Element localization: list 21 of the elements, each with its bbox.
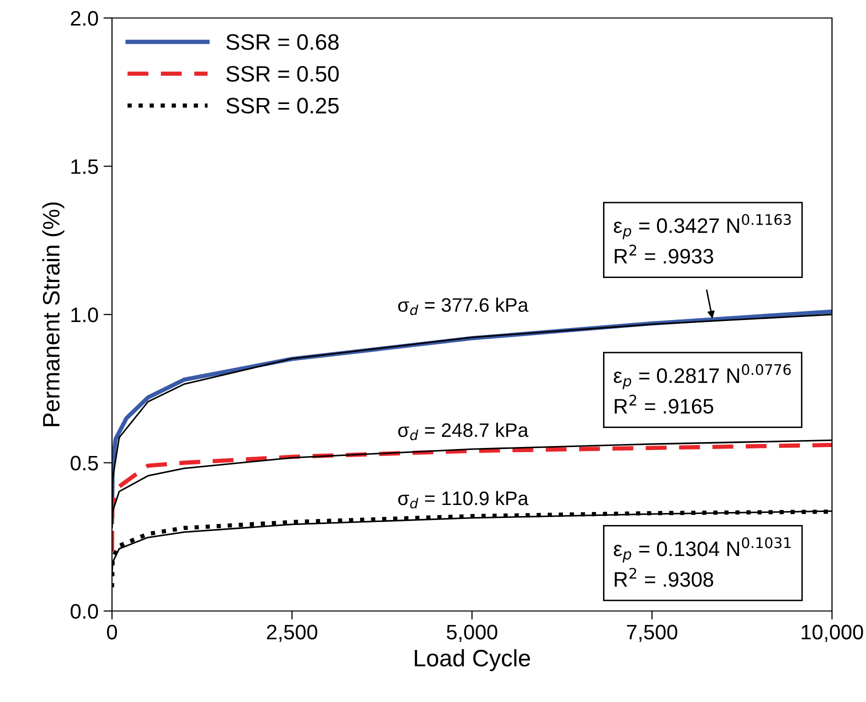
- y-axis-title: Permanent Strain (%): [42, 202, 64, 426]
- y-tick-label: 1.0: [71, 308, 98, 322]
- y-tick-label: 0.0: [70, 604, 98, 619]
- y-tick-label: 0.5: [70, 456, 98, 471]
- text: ε$_{p}$ = 0.1304 N$^{0.1031}$ R$^{2}$ = .9308: [614, 537, 791, 587]
- x-tick-label: 10,000: [802, 624, 864, 642]
- annotation: σ$_{d}$ = 110.9 kPa: [398, 490, 528, 508]
- annotation: σ$_{d}$ = 248.7 kPa: [398, 422, 528, 440]
- text: ε$_{p}$ = 0.3427 N$^{0.1163}$ R$^{2}$ = .9933: [614, 214, 791, 264]
- x-tick-label: 0: [107, 624, 117, 640]
- x-tick-label: 7,500: [627, 624, 678, 642]
- x-tick-label: 5,000: [446, 624, 498, 642]
- y-tick-label: 2.0: [70, 11, 98, 26]
- legend-label: SSR = 0.50: [226, 66, 339, 82]
- text: ε$_{p}$ = 0.2817 N$^{0.0776}$ R$^{2}$ = .9165: [614, 364, 791, 414]
- legend-label: SSR = 0.25: [226, 98, 339, 114]
- x-tick-label: 2,500: [266, 624, 318, 642]
- y-tick-label: 1.5: [71, 159, 98, 174]
- legend-label: SSR = 0.68: [226, 34, 339, 50]
- annotation: σ$_{d}$ = 377.6 kPa: [398, 298, 528, 316]
- x-axis-title: Load Cycle: [414, 649, 530, 672]
